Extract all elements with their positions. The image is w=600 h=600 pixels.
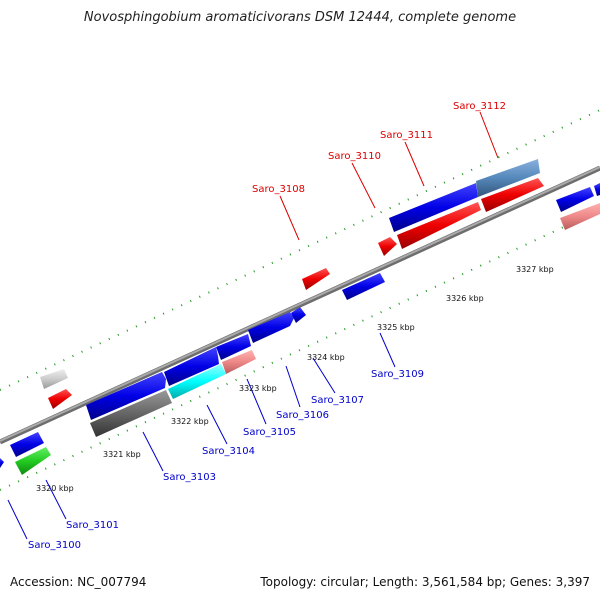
forward-gene-labels: Saro_3108 Saro_3110 Saro_3111 Saro_3112 (252, 101, 506, 195)
gene-feature[interactable] (291, 307, 306, 323)
gene-label-saro-3109[interactable]: Saro_3109 (371, 369, 424, 380)
gene-label-saro-3110[interactable]: Saro_3110 (328, 151, 381, 162)
gene-feature[interactable] (556, 187, 594, 212)
gene-label-saro-3101[interactable]: Saro_3101 (66, 520, 119, 531)
gene-label-saro-3106[interactable]: Saro_3106 (276, 410, 329, 421)
gene-feature[interactable] (481, 178, 544, 212)
genome-backbone (0, 166, 600, 442)
gene-feature[interactable] (216, 334, 251, 360)
gene-saro-3110[interactable] (389, 183, 478, 232)
tick-label: 3323 kbp (239, 384, 277, 393)
tick-label: 3321 kbp (103, 450, 141, 459)
forward-strand-genes (40, 159, 600, 420)
gene-saro-3111[interactable] (397, 202, 481, 249)
gene-feature[interactable] (594, 183, 600, 196)
scale-dotted-guide (0, 209, 600, 491)
accession-text: Accession: NC_007794 (10, 575, 147, 589)
gene-feature[interactable] (378, 237, 397, 256)
gene-label-saro-3104[interactable]: Saro_3104 (202, 446, 255, 457)
gene-label-saro-3112[interactable]: Saro_3112 (453, 101, 506, 112)
gene-saro-3112[interactable] (476, 159, 540, 197)
tick-label: 3320 kbp (36, 484, 74, 493)
gene-label-saro-3105[interactable]: Saro_3105 (243, 427, 296, 438)
tick-label: 3322 kbp (171, 417, 209, 426)
gene-feature[interactable] (0, 458, 4, 468)
topology-text: Topology: circular; Length: 3,561,584 bp… (260, 575, 590, 589)
gene-feature[interactable] (248, 312, 294, 343)
tick-label: 3327 kbp (516, 265, 554, 274)
reverse-strand-genes (0, 203, 600, 475)
forward-leader-lines (279, 111, 499, 241)
gene-saro-3104[interactable] (168, 364, 226, 399)
scale-labels: 3320 kbp 3321 kbp 3322 kbp 3323 kbp 3324… (36, 265, 554, 493)
reverse-leader-lines (7, 332, 396, 540)
gene-label-saro-3107[interactable]: Saro_3107 (311, 395, 364, 406)
gene-saro-3109[interactable] (342, 273, 385, 300)
gene-feature[interactable] (40, 369, 68, 389)
reverse-gene-labels: Saro_3100 Saro_3101 Saro_3103 Saro_3104 … (28, 369, 424, 551)
gene-saro-3101[interactable] (15, 447, 51, 475)
outer-dotted-guide (0, 109, 600, 391)
gene-feature[interactable] (48, 389, 72, 409)
gene-label-saro-3111[interactable]: Saro_3111 (380, 130, 433, 141)
gene-saro-3105[interactable] (222, 350, 256, 374)
gene-feature[interactable] (560, 203, 600, 230)
gene-feature[interactable] (86, 372, 166, 420)
gene-saro-3103[interactable] (90, 390, 172, 437)
gene-label-saro-3108[interactable]: Saro_3108 (252, 184, 305, 195)
tick-label: 3324 kbp (307, 353, 345, 362)
genome-title: Novosphingobium aromaticivorans DSM 1244… (83, 10, 517, 25)
gene-saro-3108[interactable] (302, 268, 330, 290)
gene-feature[interactable] (164, 347, 219, 386)
tick-label: 3326 kbp (446, 294, 484, 303)
gene-label-saro-3103[interactable]: Saro_3103 (163, 472, 216, 483)
gene-feature[interactable] (10, 432, 44, 457)
gene-label-saro-3100[interactable]: Saro_3100 (28, 540, 81, 551)
tick-label: 3325 kbp (377, 323, 415, 332)
